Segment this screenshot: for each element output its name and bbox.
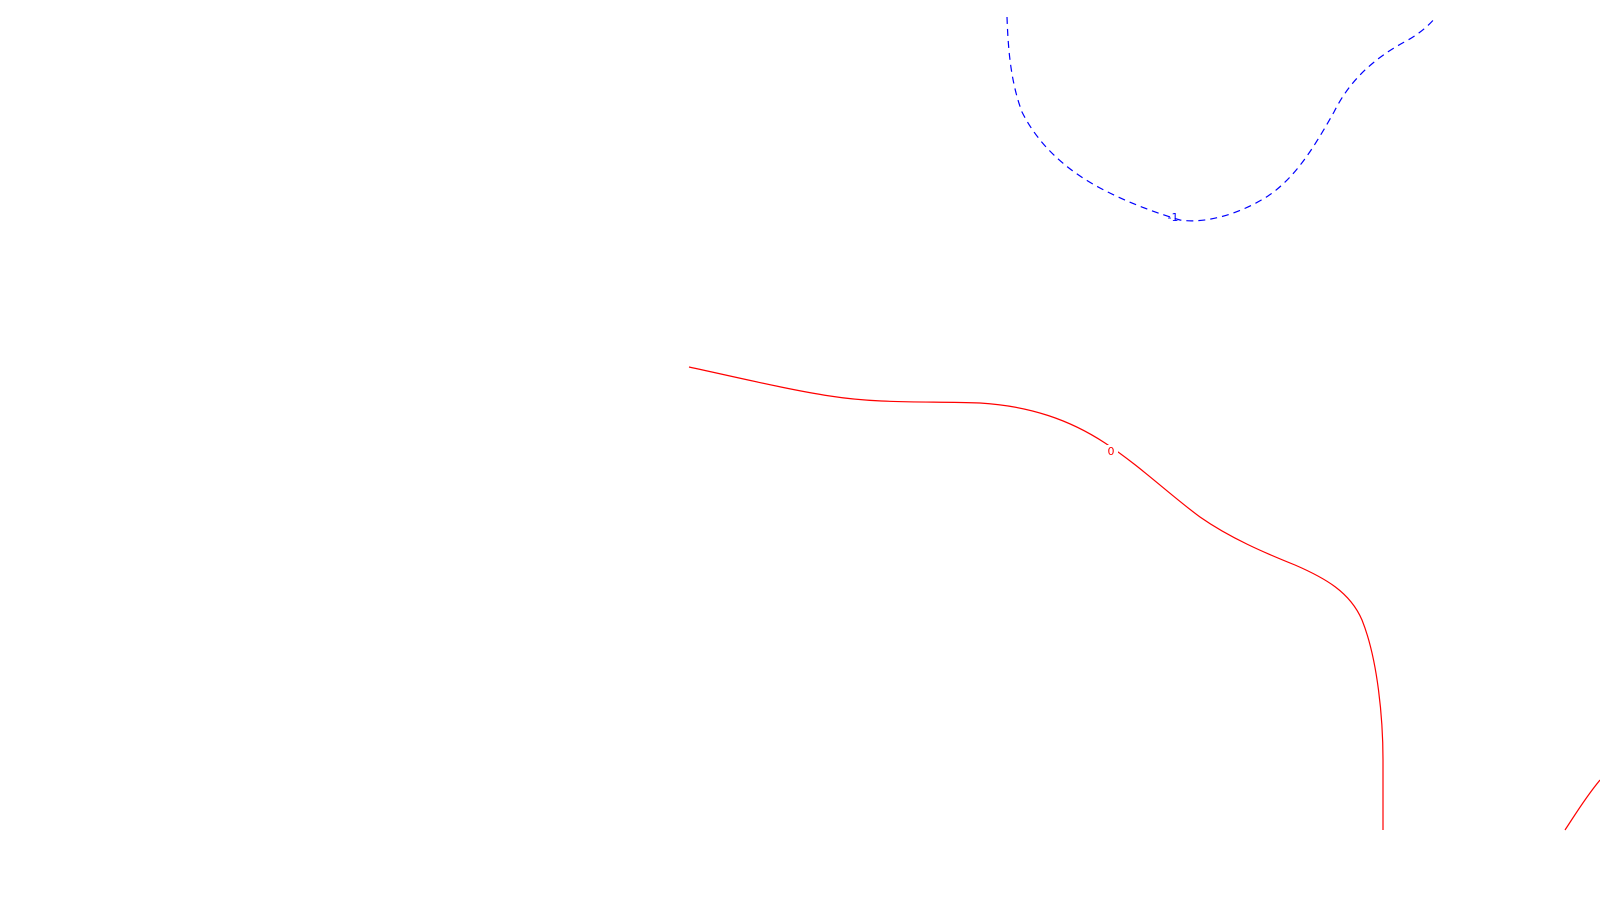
- contour-line-fragment-bottom-right: [1564, 779, 1600, 831]
- contour-line-negative-dashed: [1006, 16, 1437, 222]
- contour-line-zero: [688, 366, 1384, 830]
- contour-label-zero-gap: [1104, 445, 1118, 457]
- contour-label-negative: -1: [1168, 211, 1179, 224]
- contour-label-zero: 0: [1108, 445, 1115, 458]
